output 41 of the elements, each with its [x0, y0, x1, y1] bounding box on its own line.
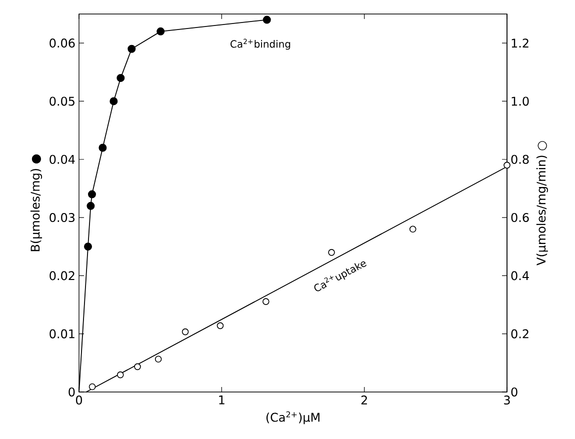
y-tick-label: 0: [68, 387, 75, 397]
y2-tick-label: 0.8: [511, 154, 529, 164]
y-tick-label: 0.06: [50, 38, 75, 48]
x-tick-label: 3: [504, 396, 510, 405]
point: [116, 371, 124, 378]
y2-tick-label: 0.6: [511, 213, 529, 222]
point: [116, 74, 125, 82]
point: [84, 242, 92, 251]
point: [154, 356, 162, 363]
y2-tick-label: 1.2: [512, 38, 528, 48]
y2-tick-label: 0: [511, 387, 518, 397]
point: [86, 202, 95, 210]
point: [98, 144, 107, 152]
y-tick-label: 0.03: [50, 213, 75, 222]
point: [110, 97, 118, 106]
y-tick-label: 0.05: [50, 96, 74, 106]
y-tick-label: 0.01: [50, 329, 74, 338]
point: [216, 322, 224, 330]
point: [134, 363, 141, 370]
point: [128, 44, 136, 53]
y-tick-label: 0.04: [50, 154, 75, 164]
y2-tick-label: 0.4: [511, 271, 529, 280]
x-tick-label: 2: [361, 396, 367, 404]
point: [88, 190, 96, 198]
point: [409, 226, 416, 233]
point: [328, 249, 335, 256]
y2-tick-label: 0.2: [511, 329, 528, 338]
x-tick-label: 1: [219, 396, 224, 404]
x-tick-label: 0: [76, 396, 82, 405]
point: [182, 328, 189, 336]
point: [262, 298, 270, 305]
y-tick-label: 0.02: [50, 271, 74, 280]
point: [262, 16, 271, 24]
text: Ca$^{2+}$binding: [230, 38, 290, 50]
y2-axis-title: V(µmoles/mg/min) ○: [536, 141, 548, 266]
y2-tick-label: 1.0: [512, 96, 529, 106]
x-axis-title: (Ca$^{2+}$)µM: [266, 411, 320, 424]
point: [504, 162, 510, 169]
point: [88, 383, 96, 390]
point: [156, 27, 165, 36]
y-axis-title: B(µmoles/mg) ●: [30, 154, 42, 252]
